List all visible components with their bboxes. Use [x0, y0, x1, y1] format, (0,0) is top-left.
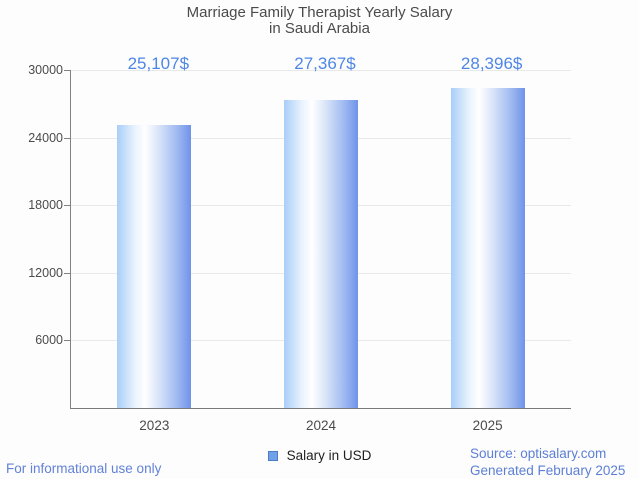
legend-swatch-icon	[267, 450, 278, 461]
y-axis-tick	[64, 340, 70, 342]
gridline	[71, 70, 571, 71]
y-axis-label: 30000	[28, 63, 63, 77]
y-axis-label: 18000	[28, 198, 63, 213]
x-axis-label: 2024	[305, 418, 337, 433]
disclaimer-text: For informational use only	[6, 461, 162, 476]
y-axis-tick	[64, 137, 70, 139]
source-link[interactable]: Source: optisalary.com	[470, 446, 607, 461]
bar-value-label: 27,367$	[294, 54, 356, 73]
bar-value-label: 28,396$	[460, 54, 523, 73]
bar-value-label: 25,107$	[127, 54, 190, 73]
y-axis-tick	[64, 205, 70, 207]
y-axis-label: 6000	[35, 333, 63, 348]
chart-title-line2: in Saudi Arabia	[269, 19, 370, 37]
x-axis-label: 2025	[472, 418, 503, 433]
x-axis-label: 2023	[139, 418, 170, 433]
y-axis-label: 12000	[28, 265, 63, 280]
bar-2025[interactable]	[450, 88, 525, 408]
legend-label: Salary in USD	[286, 448, 372, 463]
y-axis-label: 24000	[28, 130, 63, 145]
bar-2024[interactable]	[284, 99, 358, 408]
bar-2023[interactable]	[117, 125, 192, 408]
generated-date-text: Generated February 2025	[470, 463, 626, 478]
y-axis-tick	[64, 272, 70, 274]
y-axis-tick	[64, 70, 70, 71]
plot-area: 30000 24000 18000 12000 6000 25,107$ 2023 27,36…	[28, 54, 571, 433]
legend[interactable]: Salary in USD	[0, 448, 639, 463]
chart-title: Marriage Family Therapist Yearly Salary …	[0, 5, 639, 36]
source-block: Source: optisalary.com Generated Februar…	[470, 445, 625, 479]
chart-title-line1: Marriage Family Therapist Yearly Salary	[186, 4, 453, 21]
